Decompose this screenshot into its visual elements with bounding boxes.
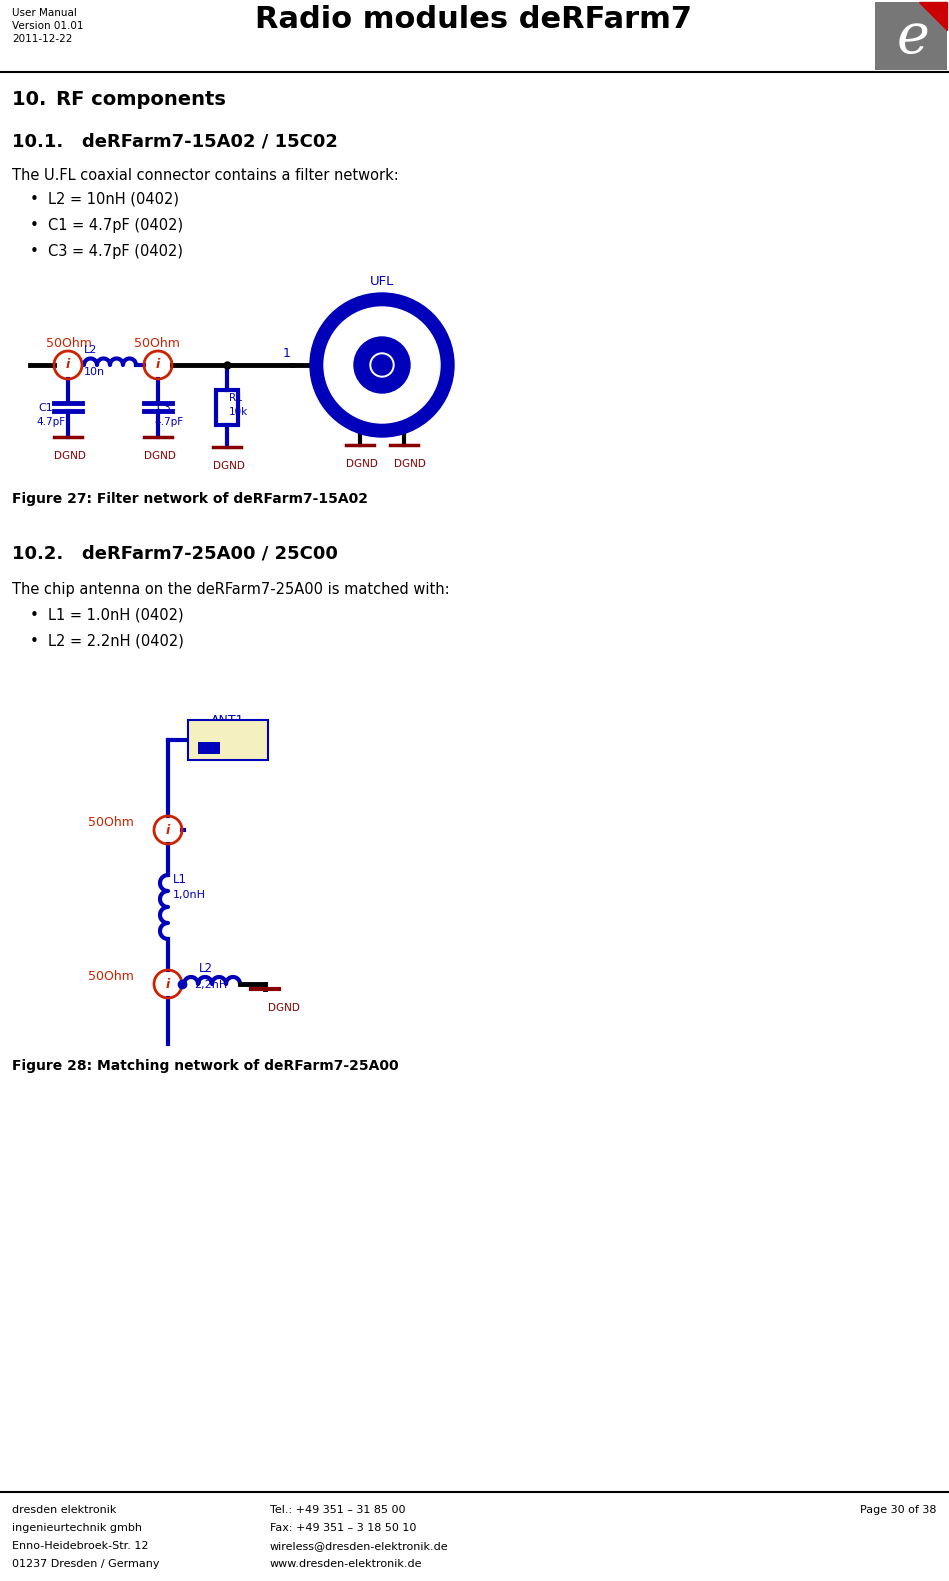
Text: L1 = 1.0nH (0402): L1 = 1.0nH (0402)	[48, 609, 183, 623]
Text: 01237 Dresden / Germany: 01237 Dresden / Germany	[12, 1559, 159, 1568]
Text: User Manual: User Manual	[12, 8, 77, 17]
Text: L2 = 10nH (0402): L2 = 10nH (0402)	[48, 191, 179, 207]
Text: Version 01.01: Version 01.01	[12, 21, 84, 32]
Circle shape	[370, 353, 394, 376]
Text: The chip antenna on the deRFarm7-25A00 is matched with:: The chip antenna on the deRFarm7-25A00 i…	[12, 582, 450, 598]
Text: Figure 27: Filter network of deRFarm7-15A02: Figure 27: Filter network of deRFarm7-15…	[12, 492, 368, 506]
Text: e: e	[897, 11, 929, 65]
Text: DGND: DGND	[394, 458, 426, 470]
Text: Enno-Heidebroek-Str. 12: Enno-Heidebroek-Str. 12	[12, 1541, 148, 1551]
Text: L2 = 2.2nH (0402): L2 = 2.2nH (0402)	[48, 634, 184, 648]
Text: i: i	[166, 824, 170, 836]
Text: 10.1.   deRFarm7-15A02 / 15C02: 10.1. deRFarm7-15A02 / 15C02	[12, 131, 338, 150]
Text: 3: 3	[405, 422, 413, 432]
Text: ingenieurtechnik gmbh: ingenieurtechnik gmbh	[12, 1523, 142, 1534]
Text: •: •	[30, 634, 39, 648]
Text: wireless@dresden-elektronik.de: wireless@dresden-elektronik.de	[270, 1541, 449, 1551]
Polygon shape	[919, 2, 947, 30]
Text: C3 = 4.7pF (0402): C3 = 4.7pF (0402)	[48, 243, 183, 259]
Text: DGND: DGND	[213, 462, 245, 471]
Text: 4.7pF: 4.7pF	[36, 417, 65, 427]
Text: Page 30 of 38: Page 30 of 38	[861, 1505, 937, 1515]
Text: Radio modules deRFarm7: Radio modules deRFarm7	[255, 5, 693, 35]
Text: 1: 1	[283, 346, 291, 360]
Text: L2: L2	[84, 345, 98, 356]
Text: C3: C3	[156, 403, 171, 413]
Text: i: i	[166, 977, 170, 991]
Text: L2: L2	[199, 961, 213, 975]
Text: •: •	[30, 191, 39, 207]
Text: 2,2nH: 2,2nH	[194, 980, 227, 990]
Circle shape	[310, 292, 454, 436]
Bar	[198, 741, 220, 754]
Text: C1: C1	[38, 403, 53, 413]
Text: 10k: 10k	[229, 406, 249, 417]
Text: 10n: 10n	[84, 367, 105, 376]
Text: UFL: UFL	[370, 275, 394, 288]
Text: 4.7pF: 4.7pF	[154, 417, 183, 427]
Bar	[216, 391, 238, 425]
Text: 1,0nH: 1,0nH	[173, 890, 206, 900]
Text: 2011-12-22: 2011-12-22	[12, 35, 72, 44]
Text: Tel.: +49 351 – 31 85 00: Tel.: +49 351 – 31 85 00	[270, 1505, 405, 1515]
Bar	[188, 719, 268, 760]
Text: 50Ohm: 50Ohm	[46, 337, 92, 349]
Text: ANT1: ANT1	[212, 715, 245, 727]
Text: i: i	[156, 359, 160, 372]
Text: DGND: DGND	[144, 451, 176, 462]
Circle shape	[354, 337, 410, 394]
Text: R1: R1	[229, 394, 243, 403]
Text: DGND: DGND	[268, 1002, 300, 1013]
Text: www.dresden-elektronik.de: www.dresden-elektronik.de	[270, 1559, 422, 1568]
Text: Figure 28: Matching network of deRFarm7-25A00: Figure 28: Matching network of deRFarm7-…	[12, 1059, 399, 1073]
Circle shape	[324, 307, 440, 424]
Text: •: •	[30, 609, 39, 623]
Text: 50Ohm: 50Ohm	[134, 337, 180, 349]
Circle shape	[372, 356, 392, 375]
Text: 50Ohm: 50Ohm	[88, 816, 134, 828]
Text: 10.2.   deRFarm7-25A00 / 25C00: 10.2. deRFarm7-25A00 / 25C00	[12, 544, 338, 561]
Text: •: •	[30, 218, 39, 232]
Text: The U.FL coaxial connector contains a filter network:: The U.FL coaxial connector contains a fi…	[12, 168, 399, 183]
Text: 50Ohm: 50Ohm	[88, 969, 134, 982]
Text: DGND: DGND	[54, 451, 85, 462]
Text: Fax: +49 351 – 3 18 50 10: Fax: +49 351 – 3 18 50 10	[270, 1523, 417, 1534]
Text: dresden elektronik: dresden elektronik	[12, 1505, 117, 1515]
Text: 2: 2	[351, 422, 359, 432]
Bar	[875, 2, 947, 70]
Text: L1: L1	[173, 873, 187, 885]
Text: DGND: DGND	[346, 458, 378, 470]
Text: 10. RF components: 10. RF components	[12, 90, 226, 109]
Text: i: i	[65, 359, 70, 372]
Text: •: •	[30, 243, 39, 259]
Text: C1 = 4.7pF (0402): C1 = 4.7pF (0402)	[48, 218, 183, 232]
